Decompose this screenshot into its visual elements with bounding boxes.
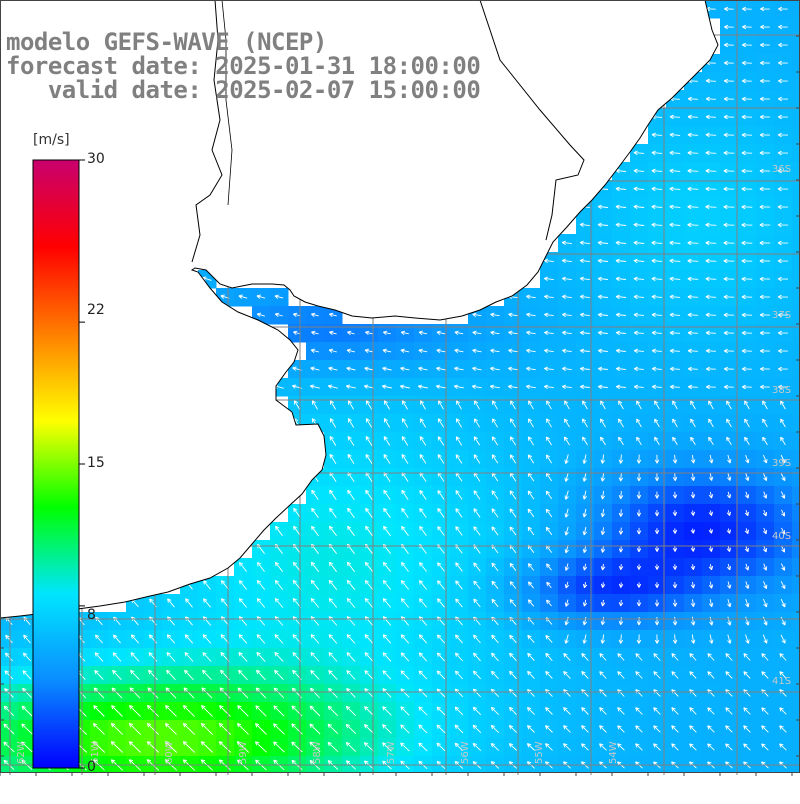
valid-date: valid date: 2025-02-07 15:00:00: [6, 76, 481, 104]
lat-label: 36S: [772, 164, 791, 175]
colorbar-gradient: [32, 159, 80, 769]
colorbar-unit: [m/s]: [33, 132, 70, 148]
colorbar-tick-15: 15: [87, 455, 105, 471]
lon-label: 59W: [238, 741, 249, 764]
lat-label: 38S: [772, 385, 791, 396]
lat-label: 37S: [772, 310, 791, 321]
latitude-labels: 36S 37S 38S 39S 40S 41S: [772, 164, 791, 687]
colorbar-tick-8: 8: [87, 607, 96, 623]
lon-label: 57W: [386, 741, 397, 764]
colorbar-tick-22: 22: [87, 302, 105, 318]
lon-label: 55W: [534, 741, 545, 764]
colorbar-tick-0: 0: [87, 759, 96, 775]
forecast-date: forecast date: 2025-01-31 18:00:00: [6, 52, 481, 80]
lat-label: 40S: [772, 531, 791, 542]
lon-label: 62W: [16, 741, 27, 764]
lon-label: 56W: [460, 741, 471, 764]
lon-label: 54W: [608, 741, 619, 764]
coastline: [0, 0, 800, 773]
lat-label: 41S: [772, 676, 791, 687]
lon-label: 58W: [312, 741, 323, 764]
colorbar: [32, 159, 85, 769]
colorbar-tick-30: 30: [87, 151, 105, 167]
map-title: modelo GEFS-WAVE (NCEP): [6, 28, 327, 56]
lon-label: 61W: [90, 741, 101, 764]
lon-label: 60W: [164, 741, 175, 764]
longitude-labels: 62W 61W 60W 59W 58W 57W 56W 55W 54W: [16, 741, 619, 764]
lat-label: 39S: [772, 458, 791, 469]
